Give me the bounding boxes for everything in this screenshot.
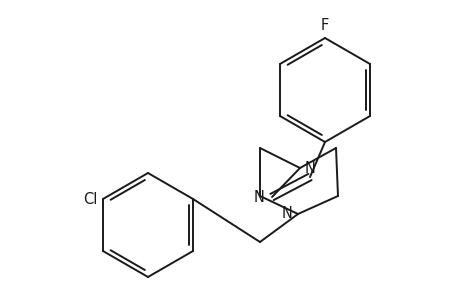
Text: F: F xyxy=(320,18,328,33)
Text: N: N xyxy=(253,190,264,205)
Text: N: N xyxy=(304,160,315,175)
Text: Cl: Cl xyxy=(84,191,98,206)
Text: N: N xyxy=(281,206,292,221)
